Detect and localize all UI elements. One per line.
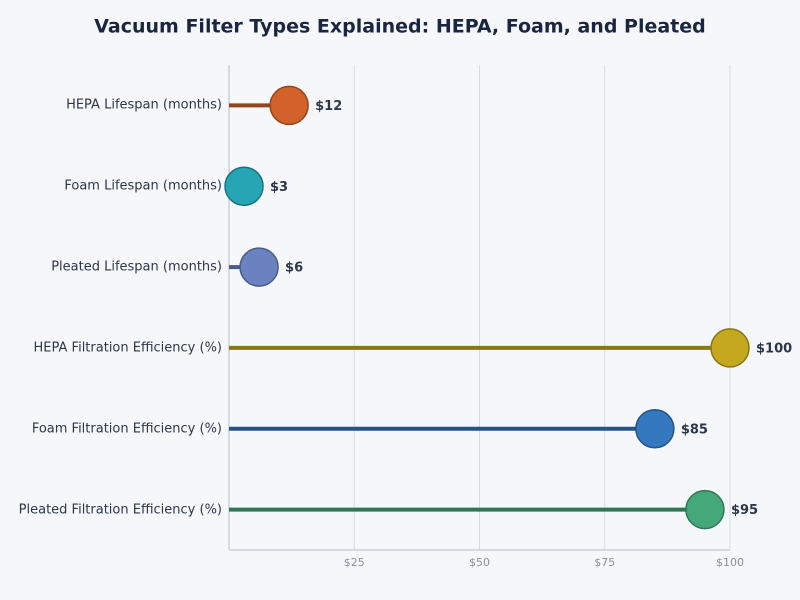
x-tick-label: $25 xyxy=(344,556,365,569)
x-tick-label: $100 xyxy=(716,556,744,569)
y-tick-label: Foam Lifespan (months) xyxy=(64,178,222,194)
dot xyxy=(269,85,309,126)
dot xyxy=(635,409,675,449)
x-tick-label: $75 xyxy=(594,556,615,569)
dot xyxy=(710,328,750,368)
dot xyxy=(224,166,264,206)
value-label: $6 xyxy=(285,261,303,276)
chart-title: Vacuum Filter Types Explained: HEPA, Foa… xyxy=(94,16,706,38)
value-label: $100 xyxy=(756,341,792,356)
value-label: $95 xyxy=(731,503,758,518)
y-tick-label: HEPA Filtration Efficiency (%) xyxy=(33,340,222,356)
y-tick-label: Foam Filtration Efficiency (%) xyxy=(31,421,222,437)
value-label: $3 xyxy=(270,180,288,195)
value-label: $85 xyxy=(681,422,708,437)
y-tick-label: HEPA Lifespan (months) xyxy=(66,97,222,113)
y-tick-label: Pleated Lifespan (months) xyxy=(51,259,222,275)
x-tick-label: $50 xyxy=(469,556,490,569)
dot xyxy=(239,247,279,287)
value-label: $12 xyxy=(315,99,342,114)
dot xyxy=(685,489,725,530)
y-tick-label: Pleated Filtration Efficiency (%) xyxy=(18,502,222,518)
